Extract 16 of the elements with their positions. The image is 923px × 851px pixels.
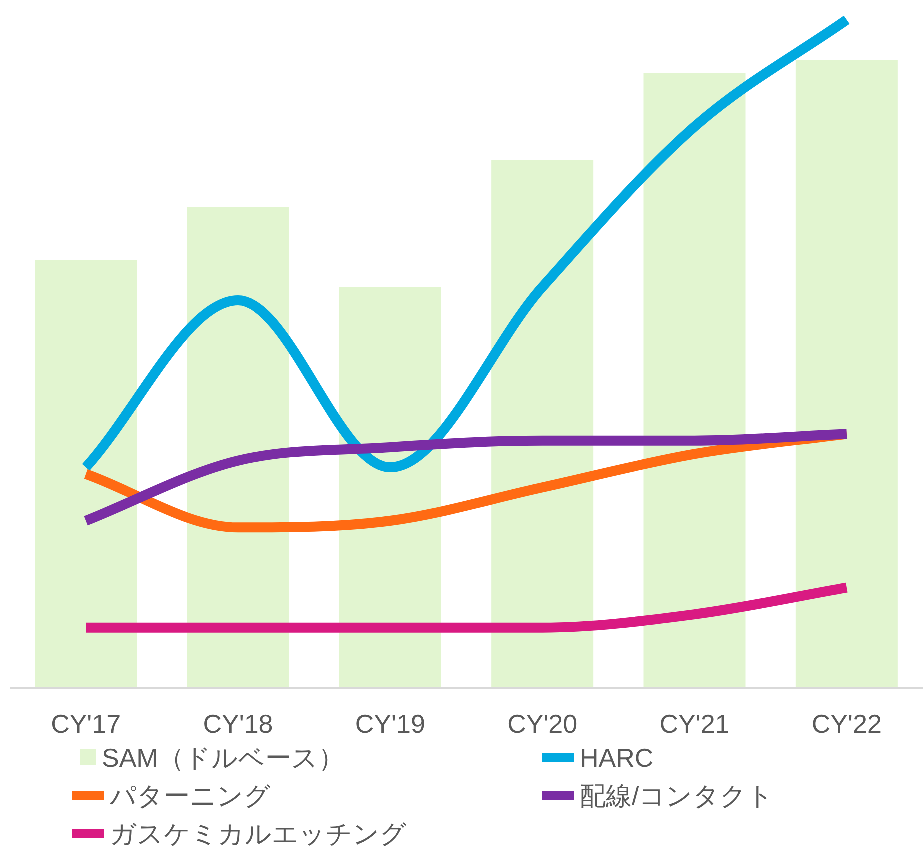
bar (187, 207, 290, 688)
legend-label: パターニング (109, 781, 271, 811)
legend-label: 配線/コンタクト (580, 781, 774, 811)
legend-label: ガスケミカルエッチング (110, 819, 407, 849)
x-tick-label: CY'22 (812, 709, 882, 739)
bar (796, 60, 898, 688)
x-tick-label: CY'18 (203, 709, 274, 739)
x-tick-label: CY'21 (660, 709, 730, 739)
x-tick-label: CY'19 (355, 709, 426, 739)
x-tick-label: CY'17 (51, 709, 122, 739)
bar (35, 260, 138, 688)
legend-label: HARC (580, 743, 654, 773)
x-tick-label: CY'20 (508, 709, 578, 739)
bar (644, 73, 746, 688)
legend-label: SAM（ドルベース） (102, 743, 344, 773)
bar (492, 160, 594, 688)
